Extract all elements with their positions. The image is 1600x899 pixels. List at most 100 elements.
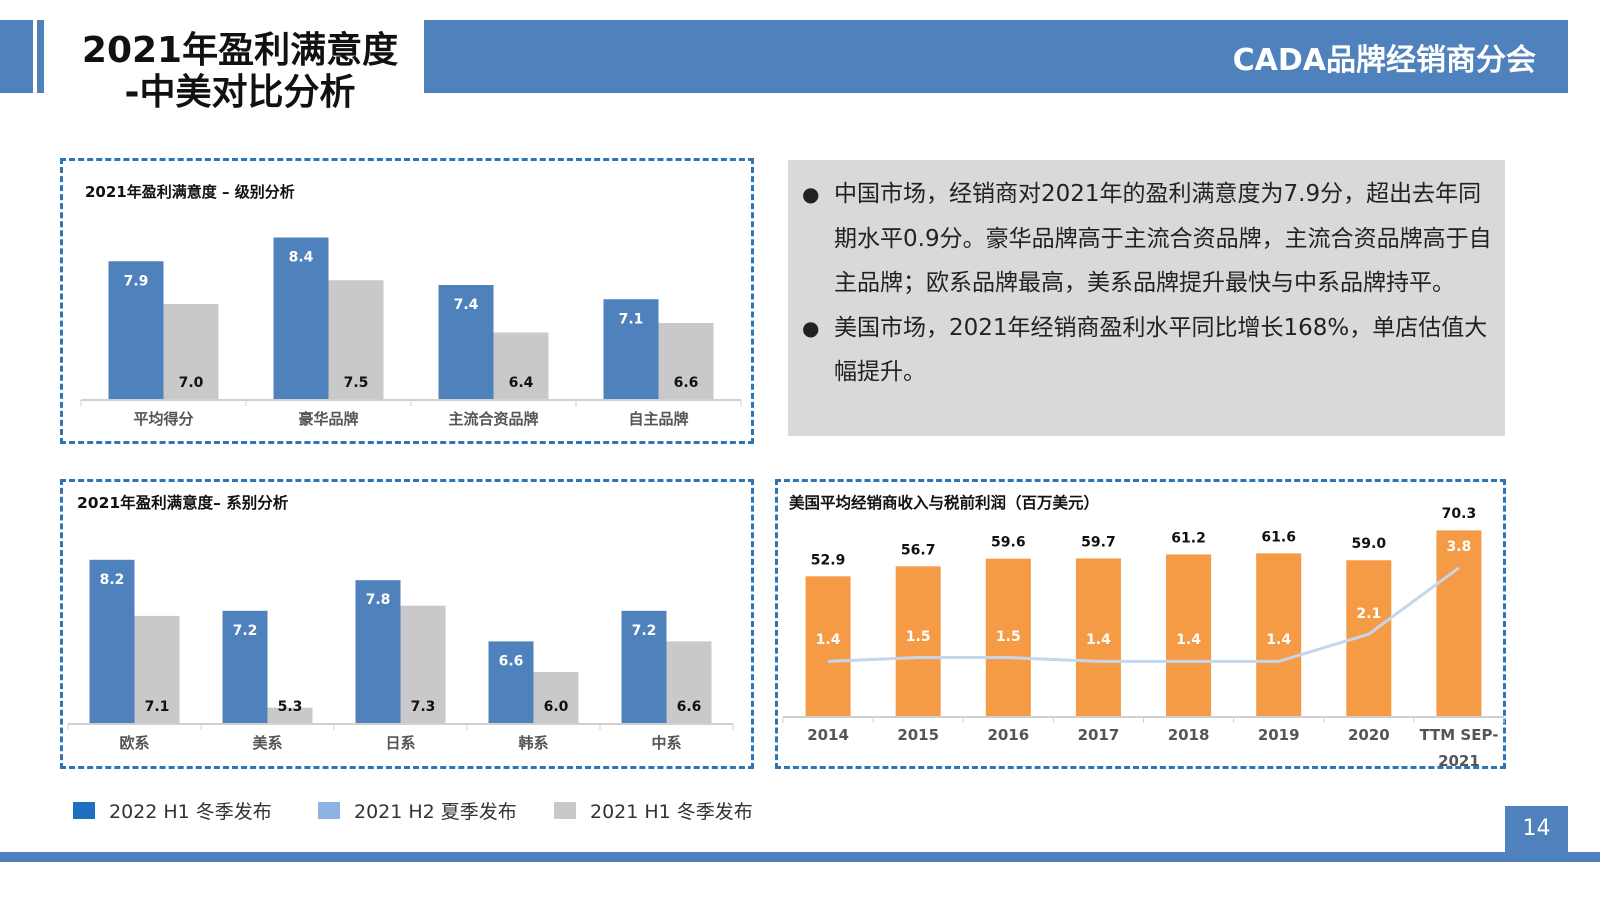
x-tick-label: 2021 [1438,752,1480,770]
data-label: 7.2 [233,623,258,639]
x-tick-label: 2019 [1258,726,1300,744]
line-data-label: 1.5 [906,629,931,645]
bar [355,580,401,723]
bar [488,641,534,723]
chart-level-analysis: 2021年盈利满意度 – 级别分析 平均得分 豪华品牌 主流合资品牌 自主品牌 7.9 8.… [60,158,754,444]
x-tick-label: 2014 [807,726,849,744]
data-label: 59.0 [1352,536,1387,552]
data-label: 7.1 [145,699,170,715]
data-label: 7.5 [344,375,369,391]
data-label: 6.6 [677,699,702,715]
x-tick-label: 2015 [897,726,939,744]
bar [438,285,494,399]
data-label: 61.2 [1171,530,1206,546]
legend-swatch [554,802,576,819]
data-label: 7.1 [619,311,644,327]
legend-item: 2021 H2 夏季发布 [318,797,517,824]
bar [328,280,384,399]
footer-bar [0,852,1600,862]
x-tick-label: 平均得分 [133,410,193,428]
data-label: 7.4 [454,297,479,313]
page-number: 14 [1505,806,1568,852]
legend-label: 2021 H1 冬季发布 [590,801,753,823]
x-tick-label: 韩系 [518,734,548,752]
bullet-text: 中国市场，经销商对2021年的盈利满意度为7.9分，超出去年同期水平0.9分。豪… [834,181,1492,296]
x-tick-label: 自主品牌 [628,410,688,428]
data-label: 59.7 [1081,534,1116,550]
data-label: 6.0 [544,699,569,715]
x-tick-label: 2020 [1348,726,1390,744]
line-data-label: 1.4 [816,632,841,648]
header-accent-bar [0,20,33,93]
data-label: 7.9 [124,273,149,289]
bar [493,332,549,399]
header-accent-stripe [37,20,44,93]
data-label: 59.6 [991,535,1026,551]
data-label: 6.6 [674,375,699,391]
bar [273,237,329,399]
chart-origin-analysis: 2021年盈利满意度– 系别分析欧系 美系 日系 韩系 中系 8.2 7.2 7.8 6.6 7.… [60,479,754,769]
x-tick-label: 主流合资品牌 [448,410,538,428]
data-label: 52.9 [811,552,846,568]
bullet-text: 美国市场，2021年经销商盈利水平同比增长168%，单店估值大幅提升。 [834,314,1488,386]
x-tick-label: 2016 [987,726,1029,744]
bar [1436,530,1482,716]
data-label: 7.3 [411,699,436,715]
line-data-label: 1.4 [1086,632,1111,648]
x-tick-label: 中系 [651,734,681,752]
page-title: 2021年盈利满意度 -中美对比分析 [60,30,420,114]
data-label: 6.6 [499,653,524,669]
x-tick-label: 2017 [1078,726,1120,744]
bar [163,304,219,399]
bar [1166,554,1212,716]
summary-box: ● 中国市场，经销商对2021年的盈利满意度为7.9分，超出去年同期水平0.9分。… [788,160,1505,436]
bar [108,261,164,399]
legend-label: 2022 H1 冬季发布 [109,801,272,823]
bullet-icon: ● [802,182,820,206]
line-data-label: 1.4 [1176,632,1201,648]
brand-name: CADA品牌经销商分会 [1232,43,1536,78]
data-label: 8.2 [100,572,125,588]
legend-swatch [318,802,340,819]
data-label: 7.2 [632,623,657,639]
data-label: 7.8 [366,592,391,608]
bar [658,323,714,399]
chart-us-dealer-revenue: 美国平均经销商收入与税前利润（百万美元） 2014 2015 2016 2017 2018… [775,479,1506,770]
data-label: 7.0 [179,375,204,391]
bar [1256,553,1302,716]
header-band: CADA品牌经销商分会 [424,20,1568,93]
line-data-label: 1.5 [996,629,1021,645]
summary-bullet: ● 中国市场，经销商对2021年的盈利满意度为7.9分，超出去年同期水平0.9分。… [802,172,1495,306]
bar [621,610,667,723]
x-tick-label: TTM SEP- [1419,726,1498,744]
data-label: 6.4 [509,375,534,391]
x-tick-label: 2018 [1168,726,1210,744]
bar [603,299,659,399]
data-label: 56.7 [901,542,936,558]
bar [895,566,941,716]
x-tick-label: 欧系 [119,734,149,752]
bar [222,610,268,723]
x-tick-label: 豪华品牌 [298,410,358,428]
x-tick-label: 日系 [385,734,415,752]
data-label: 8.4 [289,250,314,266]
bar [533,672,579,723]
legend-item: 2021 H1 冬季发布 [554,797,753,824]
line-data-label: 2.1 [1356,606,1381,622]
bar [89,559,135,723]
line-data-label: 3.8 [1447,539,1472,555]
data-label: 61.6 [1261,529,1296,545]
bullet-icon: ● [802,315,820,340]
summary-bullet: ● 美国市场，2021年经销商盈利水平同比增长168%，单店估值大幅提升。 [802,306,1495,395]
legend-item: 2022 H1 冬季发布 [73,797,272,824]
chart-title: 2021年盈利满意度– 系别分析 [77,493,289,512]
profit-line [827,566,1460,663]
bar [400,605,446,723]
line-data-label: 1.4 [1266,632,1291,648]
legend-label: 2021 H2 夏季发布 [354,801,517,823]
bar [666,641,712,723]
title-line-1: 2021年盈利满意度 [81,30,399,71]
bar [267,707,313,723]
x-tick-label: 美系 [252,734,282,752]
